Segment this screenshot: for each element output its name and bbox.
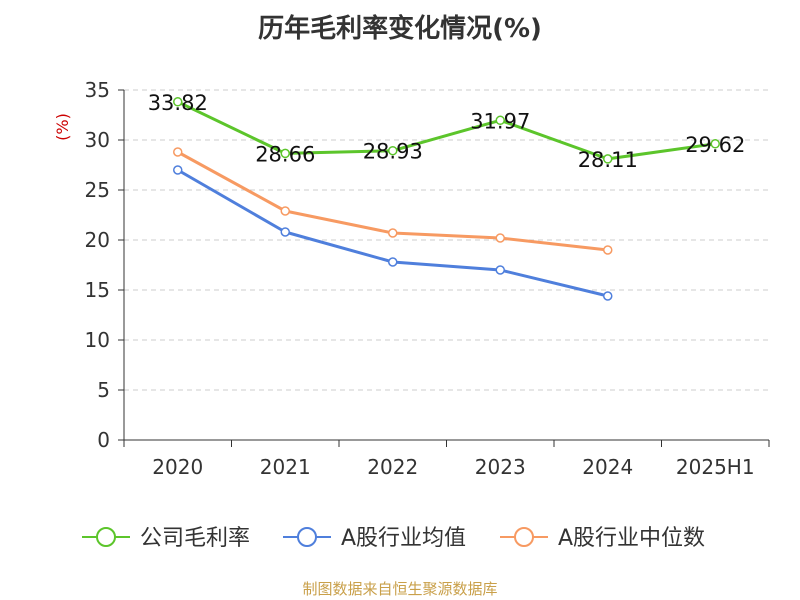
y-tick-label: 5 xyxy=(97,378,110,402)
series-lines xyxy=(173,97,720,301)
axes: 0 5 10 15 20 25 30 35 (%) 2020 2021 2022 2023 2024 202… xyxy=(53,78,770,479)
data-label: 29.62 xyxy=(685,133,745,157)
series-line xyxy=(177,100,716,161)
data-point xyxy=(280,227,290,237)
x-tick-label: 2023 xyxy=(475,455,526,479)
legend-swatch-marker xyxy=(514,527,534,547)
data-label: 31.97 xyxy=(470,109,530,133)
y-tick-label: 35 xyxy=(85,78,110,102)
data-point xyxy=(495,233,505,243)
data-point xyxy=(710,139,720,149)
data-point xyxy=(388,257,398,267)
y-tick-label: 30 xyxy=(85,128,110,152)
y-tick-label: 20 xyxy=(85,228,110,252)
y-axis-label: (%) xyxy=(53,113,72,141)
legend-label: A股行业中位数 xyxy=(558,526,705,551)
data-point xyxy=(603,291,613,301)
data-label: 28.93 xyxy=(363,140,423,164)
data-label: 28.66 xyxy=(255,142,315,166)
y-tick-label: 0 xyxy=(97,428,110,452)
y-tick-label: 25 xyxy=(85,178,110,202)
legend-label: 公司毛利率 xyxy=(140,526,250,551)
data-point xyxy=(173,97,183,107)
legend: 公司毛利率 A股行业均值 A股行业中位数 xyxy=(82,526,705,551)
data-point xyxy=(280,206,290,216)
source-note: 制图数据来自恒生聚源数据库 xyxy=(302,580,498,598)
x-tick-label: 2021 xyxy=(260,455,311,479)
x-tick-label: 2025H1 xyxy=(676,455,755,479)
x-tick-label: 2022 xyxy=(367,455,418,479)
data-point xyxy=(603,154,613,164)
y-tick-label: 10 xyxy=(85,328,110,352)
data-label: 33.82 xyxy=(148,91,208,115)
data-label: 28.11 xyxy=(578,148,638,172)
data-point xyxy=(388,228,398,238)
data-point xyxy=(388,145,398,156)
data-point xyxy=(173,165,183,175)
x-tick-label: 2020 xyxy=(152,455,203,479)
data-point xyxy=(495,265,505,275)
x-tick-label: 2024 xyxy=(582,455,633,479)
data-point xyxy=(173,147,183,157)
legend-swatch-marker xyxy=(96,527,116,547)
legend-label: A股行业均值 xyxy=(341,526,466,551)
data-point xyxy=(603,245,613,255)
chart-title: 历年毛利率变化情况(%) xyxy=(258,14,542,44)
data-labels: 33.82 28.66 28.93 31.97 28.11 29.62 xyxy=(148,91,746,172)
legend-swatch-marker xyxy=(297,527,317,547)
data-point xyxy=(495,115,505,126)
data-point xyxy=(280,148,290,159)
y-tick-label: 15 xyxy=(85,278,110,302)
